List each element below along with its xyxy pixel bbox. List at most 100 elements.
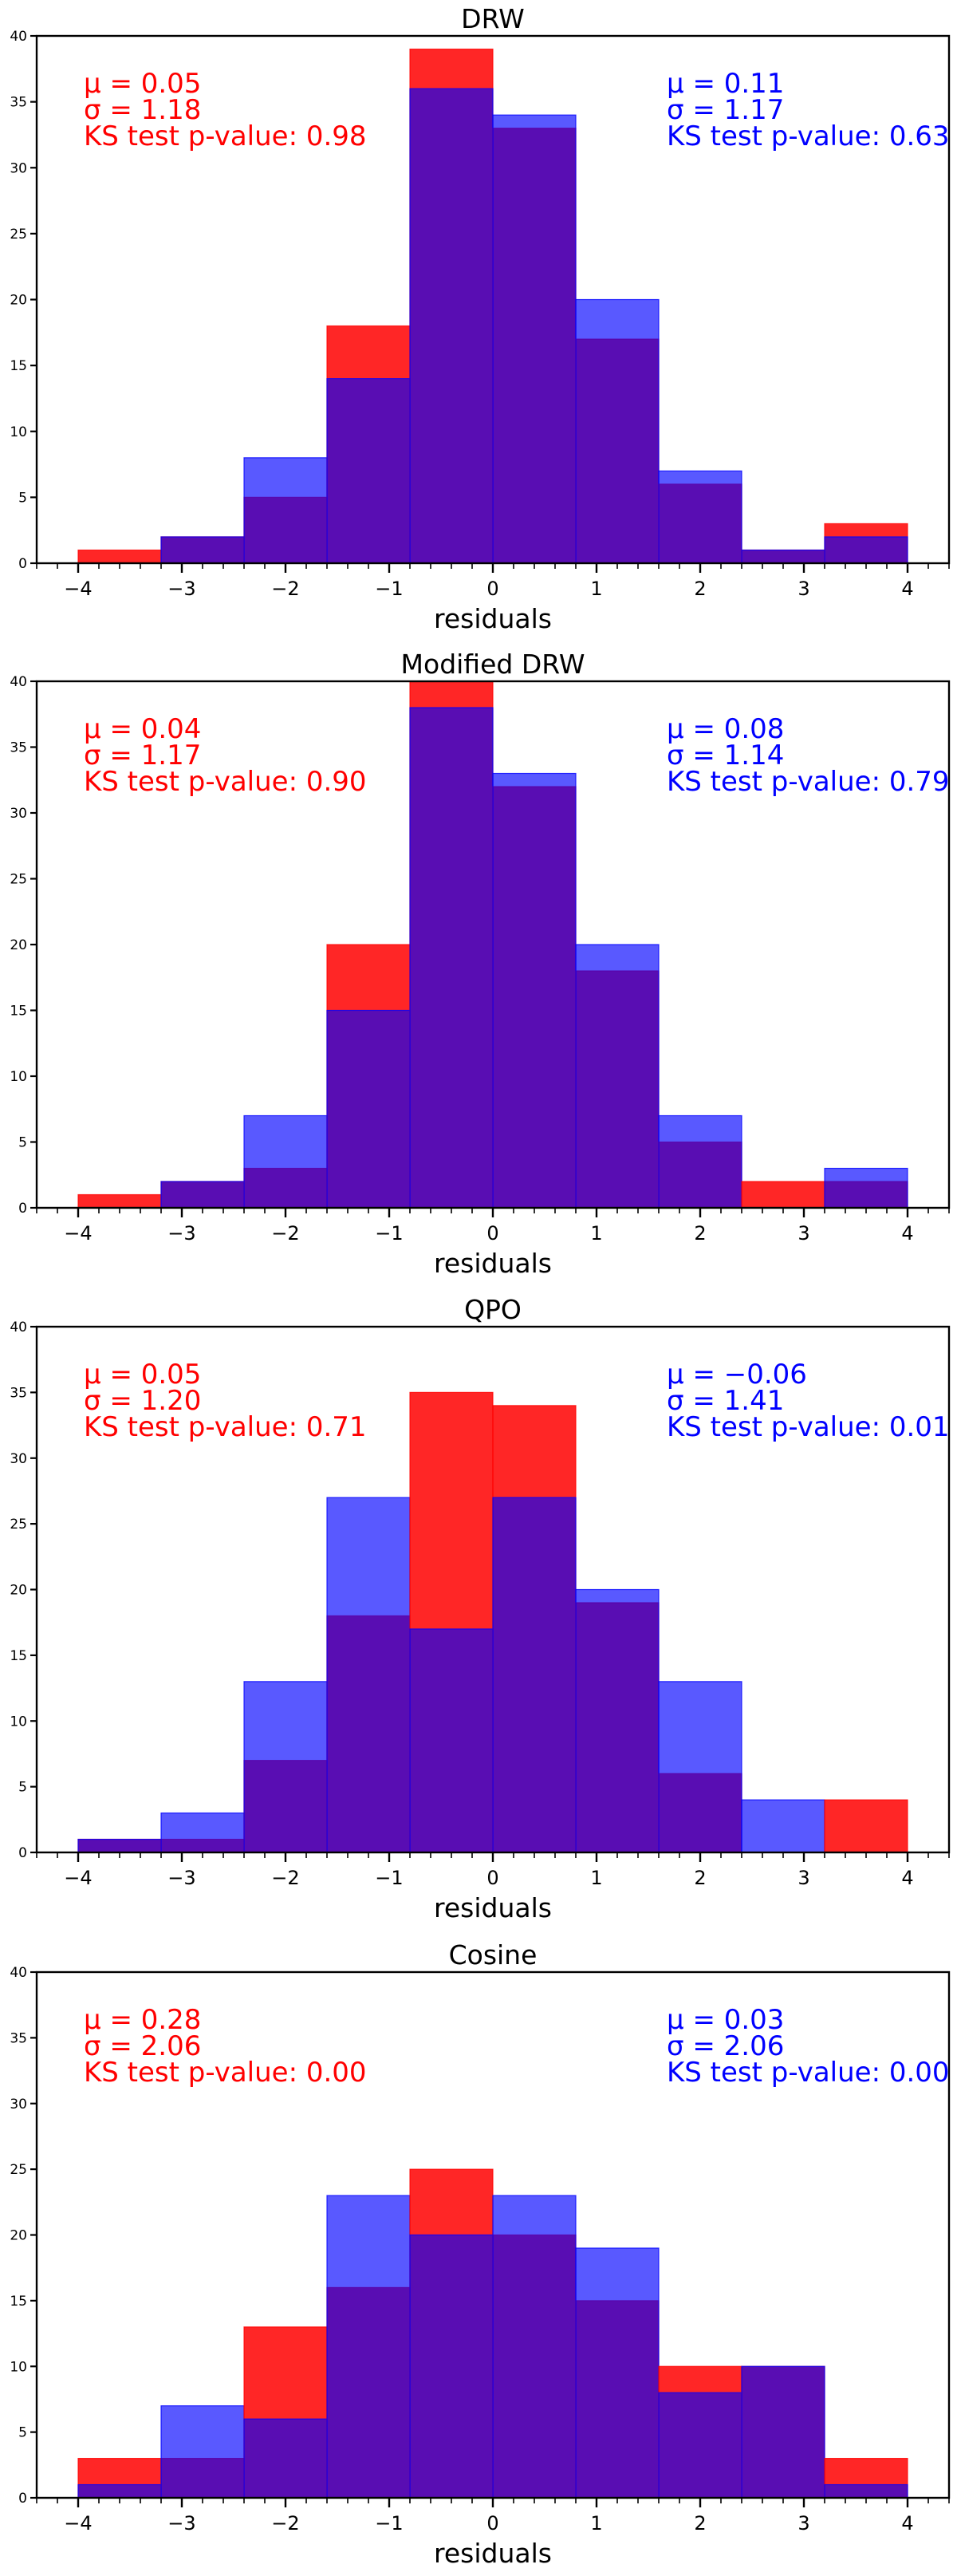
bar-blue-bin-10 [824, 1167, 908, 1209]
x-tick-label: 1 [590, 2512, 602, 2535]
red-mu-annotation: μ = 0.05 [84, 68, 201, 100]
bar-blue-bin-6 [492, 1497, 577, 1853]
y-tick-label: 35 [10, 1385, 27, 1401]
red-ks-annotation: KS test p-value: 0.71 [84, 1411, 367, 1443]
y-tick-label: 0 [18, 1201, 27, 1217]
bar-blue-bin-6 [492, 114, 577, 564]
bar-blue-bin-4 [326, 378, 411, 564]
bar-blue-bin-5 [409, 88, 494, 564]
x-tick-label: −3 [167, 1867, 195, 1889]
bar-blue-bin-3 [243, 2418, 328, 2499]
x-tick-label: 3 [798, 1867, 809, 1889]
bar-blue-bin-9 [741, 2365, 825, 2499]
y-tick-label: 40 [10, 1965, 27, 1981]
blue-ks-annotation: KS test p-value: 0.00 [667, 2057, 950, 2089]
red-sigma-annotation: σ = 1.18 [84, 94, 201, 126]
y-tick-label: 5 [18, 1135, 27, 1151]
bar-red-bin-9 [741, 1181, 825, 1209]
y-tick-label: 10 [10, 1069, 27, 1085]
bar-blue-bin-10 [824, 2483, 908, 2499]
red-mu-annotation: μ = 0.05 [84, 1359, 201, 1391]
chart-title: Modified DRW [401, 649, 585, 680]
bar-red-bin-1 [77, 1193, 162, 1209]
bar-blue-bin-7 [575, 298, 660, 564]
y-tick-label: 40 [10, 674, 27, 690]
panel-2: Modified DRW 0 5 10 15 20 25 30 35 40 −4 −3 −2 −1 0 1 2 3… [10, 649, 951, 1279]
chart-title: QPO [464, 1294, 522, 1325]
bar-blue-bin-9 [741, 549, 825, 564]
bar-blue-bin-5 [409, 2234, 494, 2499]
bar-blue-bin-4 [326, 1497, 411, 1853]
y-tick-label: 30 [10, 160, 27, 176]
bar-blue-bin-3 [243, 457, 328, 564]
x-tick-label: 0 [486, 1867, 498, 1889]
x-tick-label: 3 [798, 1222, 809, 1245]
bar-blue-bin-6 [492, 2195, 577, 2499]
panel-3: QPO 0 5 10 15 20 25 30 35 40 −4 −3 −2 −1 0 1 2 3 4 residual… [10, 1294, 951, 1923]
y-tick-label: 25 [10, 1517, 27, 1533]
bar-blue-bin-2 [160, 536, 245, 564]
y-tick-label: 20 [10, 2228, 27, 2244]
x-axis-label: residuals [434, 2538, 552, 2569]
blue-mu-annotation: μ = 0.11 [667, 68, 784, 100]
y-tick-label: 15 [10, 1648, 27, 1664]
y-tick-label: 25 [10, 872, 27, 888]
x-tick-label: 0 [486, 1222, 498, 1245]
x-tick-label: −1 [375, 578, 403, 600]
y-tick-label: 20 [10, 1583, 27, 1599]
x-tick-label: −2 [271, 578, 299, 600]
red-mu-annotation: μ = 0.04 [84, 713, 201, 745]
x-tick-label: −4 [64, 1222, 92, 1245]
x-tick-label: 1 [590, 578, 602, 600]
x-tick-label: −3 [167, 578, 195, 600]
y-tick-label: 10 [10, 2359, 27, 2375]
bar-blue-bin-4 [326, 2195, 411, 2499]
y-tick-label: 30 [10, 806, 27, 822]
x-tick-label: 1 [590, 1867, 602, 1889]
red-ks-annotation: KS test p-value: 0.90 [84, 766, 367, 798]
x-tick-label: 2 [694, 1867, 706, 1889]
y-tick-label: 15 [10, 358, 27, 374]
blue-ks-annotation: KS test p-value: 0.63 [667, 120, 950, 152]
bar-blue-bin-8 [658, 470, 742, 564]
y-tick-label: 15 [10, 1004, 27, 1020]
y-tick-label: 10 [10, 1714, 27, 1730]
blue-sigma-annotation: σ = 1.14 [667, 740, 784, 771]
panel-1: DRW 0 5 10 15 20 25 30 35 40 −4 −3 −2 −1 0 1 2 3 4 residual… [10, 3, 951, 634]
x-tick-label: 2 [694, 578, 706, 600]
x-tick-label: 4 [901, 2512, 913, 2535]
x-tick-label: −4 [64, 578, 92, 600]
x-tick-label: 0 [486, 578, 498, 600]
y-tick-label: 15 [10, 2294, 27, 2310]
blue-ks-annotation: KS test p-value: 0.79 [667, 766, 950, 798]
bar-blue-bin-8 [658, 1114, 742, 1209]
bar-blue-bin-2 [160, 2405, 245, 2499]
red-sigma-annotation: σ = 1.20 [84, 1385, 201, 1417]
y-tick-label: 30 [10, 2097, 27, 2112]
y-tick-label: 0 [18, 556, 27, 572]
red-mu-annotation: μ = 0.28 [84, 2004, 201, 2036]
bar-blue-bin-2 [160, 1181, 245, 1209]
bar-blue-bin-3 [243, 1114, 328, 1209]
red-sigma-annotation: σ = 1.17 [84, 740, 201, 771]
bar-blue-bin-8 [658, 2392, 742, 2499]
x-tick-label: 4 [901, 1222, 913, 1245]
x-tick-label: −2 [271, 1222, 299, 1245]
y-tick-label: 25 [10, 227, 27, 243]
x-tick-label: −1 [375, 1222, 403, 1245]
y-tick-label: 5 [18, 1780, 27, 1796]
x-tick-label: 4 [901, 578, 913, 600]
y-tick-label: 5 [18, 2425, 27, 2441]
x-tick-label: 2 [694, 2512, 706, 2535]
y-tick-label: 30 [10, 1451, 27, 1467]
bar-blue-bin-7 [575, 2247, 660, 2499]
bar-blue-bin-2 [160, 1812, 245, 1853]
y-tick-label: 40 [10, 29, 27, 45]
y-tick-label: 35 [10, 740, 27, 756]
x-tick-label: −2 [271, 2512, 299, 2535]
y-tick-label: 0 [18, 1845, 27, 1861]
x-tick-label: −1 [375, 1867, 403, 1889]
bar-blue-bin-8 [658, 1681, 742, 1853]
x-tick-label: 2 [694, 1222, 706, 1245]
